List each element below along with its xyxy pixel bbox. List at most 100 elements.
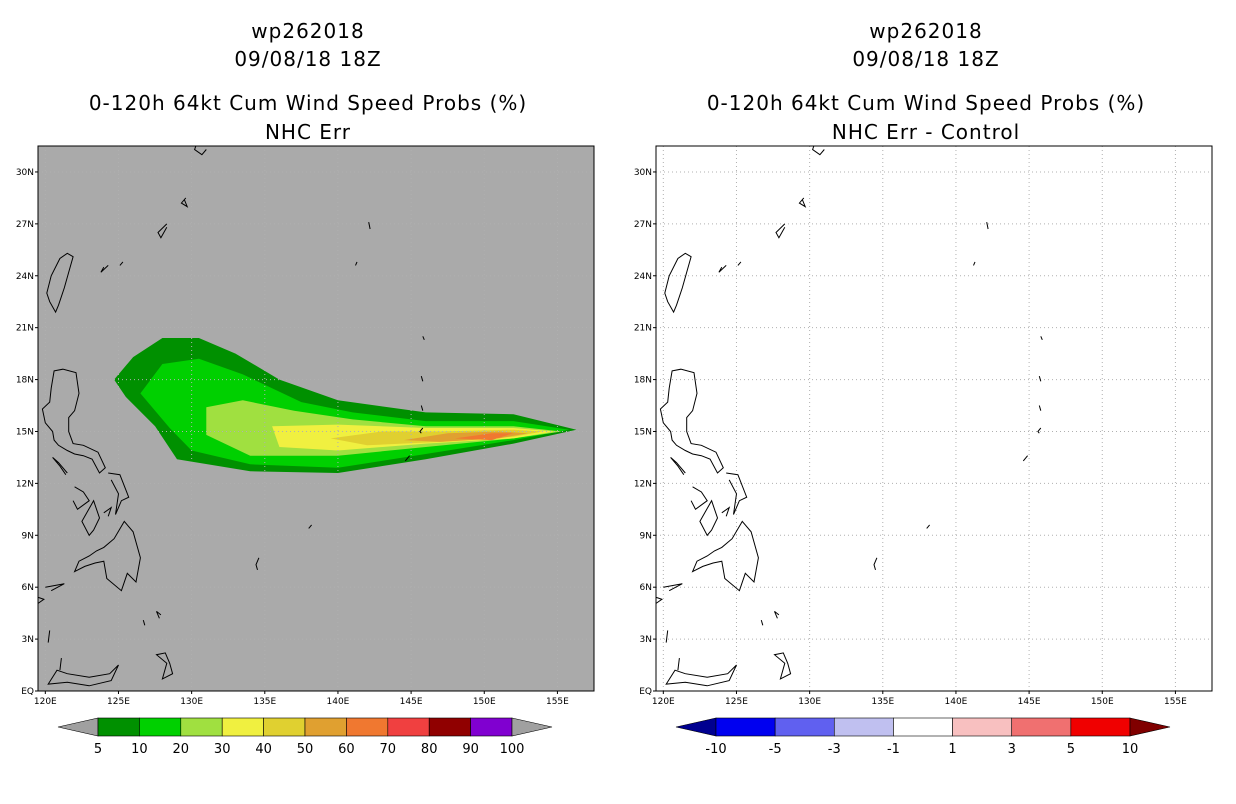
colorbar-end-high [511,717,553,737]
colorbar-label: 70 [380,742,397,757]
colorbar-swatch [304,717,347,737]
lat-tick-label: 6N [22,583,34,593]
coastline [664,252,692,314]
coastline [422,336,425,340]
lon-tick-label: 145E [400,697,423,707]
colorbar-label: 50 [297,742,314,757]
coastline [775,223,786,239]
coastline [810,141,814,145]
coastline [737,261,742,266]
colorbar-swatch [346,717,389,737]
lat-tick-label: 27N [16,220,34,230]
lon-tick-label: 120E [652,697,675,707]
coastline [798,197,807,208]
colorbar-end-low [675,717,717,737]
prob-contour-60 [455,433,514,441]
colorbar-swatch [833,717,894,737]
coastline [180,197,189,208]
lat-tick-label: 15N [634,427,652,437]
colorbar-label: 10 [131,742,148,757]
lon-tick-label: 135E [871,697,894,707]
coastline [119,261,124,266]
coastline [420,375,424,382]
lat-tick-label: 24N [16,272,34,282]
coastline [699,499,719,537]
colorbar-swatch [1070,717,1131,737]
colorbar-label: -3 [828,742,841,757]
coastline [404,455,410,462]
left-title-product: 0-120h 64kt Cum Wind Speed Probs (%) [89,91,527,115]
lat-tick-label: EQ [639,687,652,697]
left-map-frame [37,145,595,692]
colorbar-label: 80 [421,742,438,757]
colorbar-swatch [952,717,1013,737]
coastline [812,146,825,156]
coastline [59,658,62,671]
coastline [108,472,130,515]
coastline [368,222,371,230]
left-title-subtitle: NHC Err [265,120,351,144]
right-title-storm-id: wp262018 [869,19,982,43]
colorbar-label: 20 [173,742,190,757]
coastline [45,583,65,592]
right-title-datetime: 09/08/18 18Z [852,47,999,71]
lat-tick-label: 15N [16,427,34,437]
coastline [41,368,106,474]
lat-tick-label: 30N [634,168,652,178]
colorbar-label: 1 [948,742,956,757]
coastline [419,427,424,434]
right-gridlines [656,146,1212,691]
lon-tick-label: 130E [180,697,203,707]
coastline [355,261,358,266]
lat-tick-label: 6N [640,583,652,593]
lon-tick-label: 140E [945,697,968,707]
coastline [665,630,669,643]
colorbar-label: -1 [887,742,900,757]
coastline [656,596,663,605]
probability-contours [114,338,577,473]
lon-tick-label: 125E [725,697,748,707]
colorbar-label: 100 [500,742,525,757]
lat-tick-label: 24N [634,272,652,282]
coastline [677,658,680,671]
coastline [721,506,731,517]
coastline [100,265,109,273]
lat-tick-label: 3N [640,635,652,645]
coastline [690,486,708,511]
right-map-background [656,146,1212,691]
colorbar-label: 60 [338,742,355,757]
coastline [986,222,989,230]
colorbar-swatch [1011,717,1072,737]
colorbar-label: 3 [1008,742,1016,757]
lat-tick-label: 9N [640,531,652,541]
lon-tick-label: 120E [34,697,57,707]
lat-tick-label: 18N [16,376,34,386]
coastline [873,557,878,571]
lat-tick-label: 27N [634,220,652,230]
coastline [81,499,101,537]
coastline [726,472,748,515]
coastline [659,368,724,474]
lat-tick-label: 30N [16,168,34,178]
colorbar-swatch [470,717,513,737]
right-panel-titles: wp262018 09/08/18 18Z 0-120h 64kt Cum Wi… [707,19,1144,144]
lon-tick-label: 150E [473,697,496,707]
coastline [157,223,168,239]
colorbar-label: 40 [255,742,272,757]
coastline [1037,427,1042,434]
coastline [1038,375,1042,382]
left-coastlines [38,141,425,687]
coastline [308,524,312,529]
lon-tick-label: 150E [1091,697,1114,707]
coastline [192,141,196,145]
coastline [103,506,113,517]
lat-tick-label: 9N [22,531,34,541]
coastline [142,619,146,626]
colorbar-swatch [221,717,264,737]
colorbar-swatch [715,717,776,737]
coastline [926,524,930,529]
lon-tick-label: 155E [1164,697,1187,707]
